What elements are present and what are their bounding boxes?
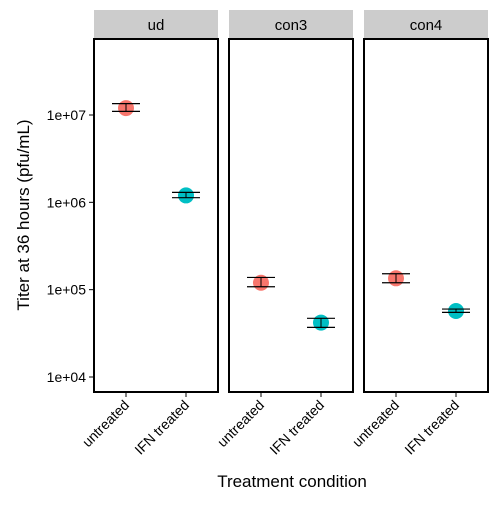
facet-label-ud: ud [148, 17, 165, 34]
panel-border-con3 [228, 38, 354, 393]
y-tick-label: 1e+06 [47, 194, 87, 210]
x-tick-label: IFN treated [401, 397, 462, 458]
y-tick-label: 1e+05 [47, 282, 87, 298]
facet-label-con4: con4 [410, 17, 443, 34]
x-tick-label: IFN treated [266, 397, 327, 458]
facet-strip-con4 [364, 10, 488, 39]
x-tick-label: untreated [214, 397, 267, 450]
facet-label-con3: con3 [275, 17, 308, 34]
panel-border-con4 [363, 38, 489, 393]
x-tick-label: IFN treated [131, 397, 192, 458]
y-axis-title: Titer at 36 hours (pfu/mL) [14, 119, 33, 310]
panel-border-ud [93, 38, 219, 393]
x-tick-label: untreated [349, 397, 402, 450]
facet-strip-ud [94, 10, 218, 39]
y-tick-label: 1e+07 [47, 107, 87, 123]
facet-strip-con3 [229, 10, 353, 39]
x-tick-label: untreated [79, 397, 132, 450]
y-tick-label: 1e+04 [47, 369, 87, 385]
x-axis-title: Treatment condition [217, 472, 367, 491]
